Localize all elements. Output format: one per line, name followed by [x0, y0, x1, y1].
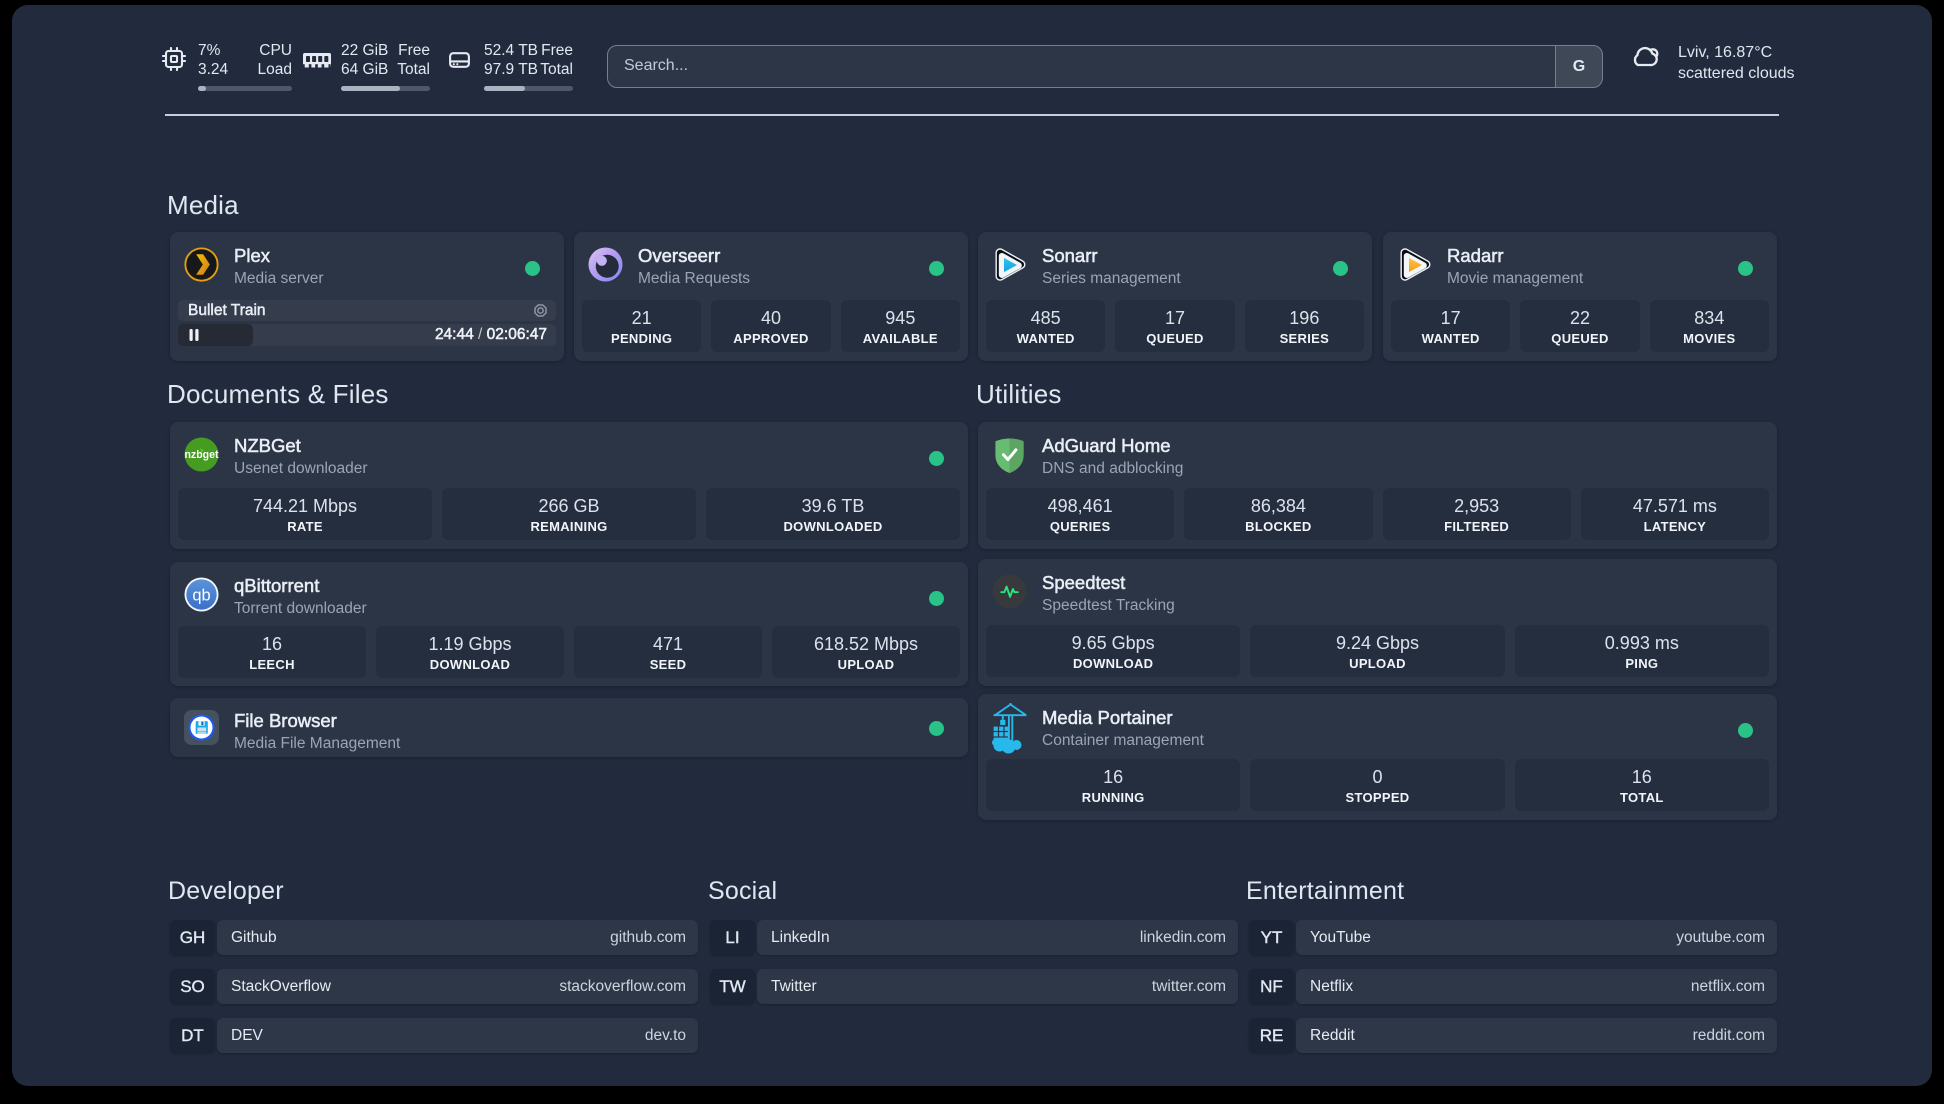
- svg-text:nzbget: nzbget: [184, 449, 218, 461]
- svg-text:qb: qb: [192, 585, 210, 604]
